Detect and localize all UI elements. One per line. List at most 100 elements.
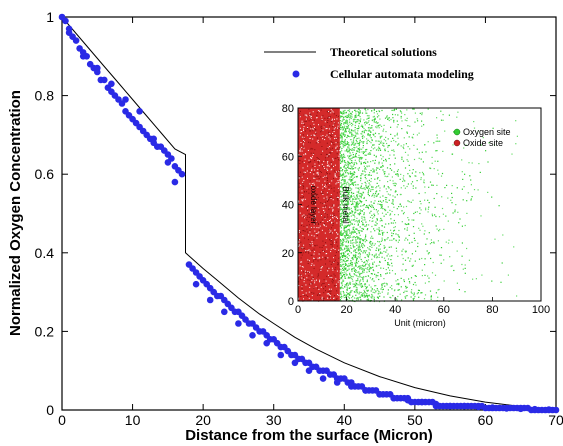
oxygen-site-point [372,295,374,297]
oxygen-site-point [368,174,370,176]
oxygen-site-point [437,289,439,291]
oxygen-site-point [381,237,383,239]
oxygen-site-point [381,158,383,160]
oxygen-site-point [362,264,364,266]
oxygen-site-point [407,223,410,225]
oxygen-site-point [390,140,392,142]
oxide-site-point [337,125,339,127]
oxide-site-point [299,150,301,152]
oxygen-site-point [381,283,383,285]
oxygen-site-point [352,143,354,145]
oxygen-site-point [354,172,356,174]
oxygen-site-point [355,184,357,186]
oxygen-site-point [389,255,391,257]
oxide-site-point [331,110,333,112]
oxygen-site-point [478,163,480,165]
oxygen-site-point [345,272,347,274]
oxygen-site-point [343,113,345,115]
oxygen-site-point [342,110,344,112]
oxygen-site-point [404,239,406,241]
oxide-site-point [326,267,328,269]
oxygen-site-point [379,241,381,243]
oxide-site-point [334,229,336,231]
oxygen-site-point [371,139,373,142]
oxygen-site-point [387,211,389,213]
oxygen-site-point [404,296,406,298]
oxygen-site-point [340,215,342,217]
oxide-site-point [302,235,304,237]
oxygen-site-point [375,254,377,256]
oxygen-site-point [406,229,408,231]
oxygen-site-point [361,131,363,133]
oxygen-site-point [341,248,343,250]
oxide-site-point [317,161,319,163]
oxygen-site-point [343,273,345,276]
oxygen-site-point [348,224,350,226]
oxide-site-point [336,222,338,224]
oxide-site-point [298,154,300,156]
oxide-site-point [311,263,313,265]
oxygen-site-point [394,191,396,193]
oxygen-site-point [365,225,367,227]
oxygen-site-point [347,115,349,117]
oxygen-site-point [367,161,369,163]
oxygen-site-point [374,132,377,134]
oxygen-site-point [367,295,369,297]
oxygen-site-point [360,279,362,281]
oxygen-site-point [462,268,464,270]
oxygen-site-point [371,235,373,237]
oxygen-site-point [354,154,357,157]
oxide-site-point [317,158,319,159]
oxygen-site-point [345,226,347,228]
oxygen-site-point [363,132,365,134]
oxygen-site-point [366,118,368,120]
oxygen-site-point [445,215,447,217]
legend-dot-swatch [292,70,300,78]
oxygen-site-point [381,256,383,258]
oxygen-site-point [376,125,378,127]
oxygen-site-point [363,203,365,206]
oxygen-site-point [387,289,389,291]
oxide-site-point [324,136,326,138]
oxygen-site-point [340,175,342,177]
oxygen-site-point [395,239,397,241]
oxygen-site-point [488,142,490,144]
oxygen-site-point [424,192,426,194]
oxygen-site-point [359,249,361,251]
oxygen-site-point [373,121,375,123]
oxygen-site-point [343,161,345,163]
oxygen-site-point [340,155,342,157]
oxygen-site-point [419,212,421,215]
data-point [390,394,398,402]
oxygen-site-point [344,256,346,258]
oxygen-site-point [340,219,342,221]
oxygen-site-point [352,139,355,141]
oxide-site-point [324,232,326,234]
oxygen-site-point [342,268,345,271]
oxygen-site-point [344,296,346,299]
oxide-site-point [325,237,327,239]
oxygen-site-point [339,146,342,148]
oxygen-site-point [342,127,344,129]
oxygen-site-point [349,235,351,237]
oxide-site-point [299,171,301,173]
oxide-site-point [309,130,311,132]
oxygen-site-point [391,255,393,257]
oxygen-site-point [350,144,352,146]
oxygen-site-point [404,228,406,230]
oxygen-site-point [354,237,357,239]
oxide-site-point [317,199,319,201]
oxygen-site-point [424,274,426,276]
oxygen-site-point [368,195,370,197]
oxygen-site-point [350,195,352,197]
oxide-site-point [301,136,303,138]
oxygen-site-point [358,154,360,156]
oxygen-site-point [405,205,408,208]
oxide-site-point [327,182,329,184]
oxide-site-point [330,288,332,290]
oxygen-site-point [371,204,373,206]
oxygen-site-point [348,287,351,289]
oxygen-site-point [354,142,357,145]
oxygen-site-point [357,184,359,186]
oxide-site-point [330,232,332,234]
